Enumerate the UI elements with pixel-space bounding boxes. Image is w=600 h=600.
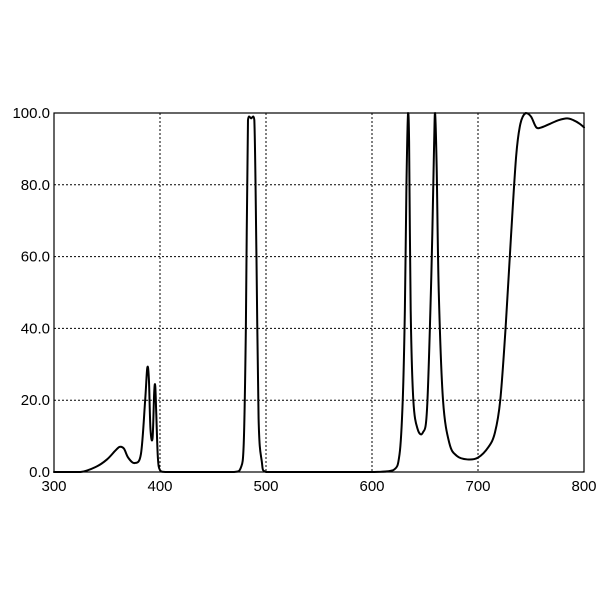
y-tick-label: 40.0 bbox=[21, 320, 50, 337]
x-tick-label: 400 bbox=[147, 478, 172, 495]
y-tick-label: 60.0 bbox=[21, 249, 50, 266]
x-tick-label: 800 bbox=[571, 478, 596, 495]
grid-lines bbox=[54, 113, 584, 472]
y-tick-label: 0.0 bbox=[29, 464, 50, 481]
x-tick-label: 700 bbox=[465, 478, 490, 495]
y-tick-label: 100.0 bbox=[12, 105, 50, 122]
y-tick-label: 20.0 bbox=[21, 392, 50, 409]
plot-frame bbox=[53, 112, 585, 473]
spectrum-curve bbox=[53, 112, 585, 473]
x-tick-label: 300 bbox=[41, 478, 66, 495]
x-axis-ticks: 300 400 500 600 700 800 bbox=[41, 478, 596, 495]
x-tick-label: 600 bbox=[359, 478, 384, 495]
y-tick-label: 80.0 bbox=[21, 177, 50, 194]
y-axis-ticks: 0.0 20.0 40.0 60.0 80.0 100.0 bbox=[12, 105, 50, 481]
x-tick-label: 500 bbox=[253, 478, 278, 495]
